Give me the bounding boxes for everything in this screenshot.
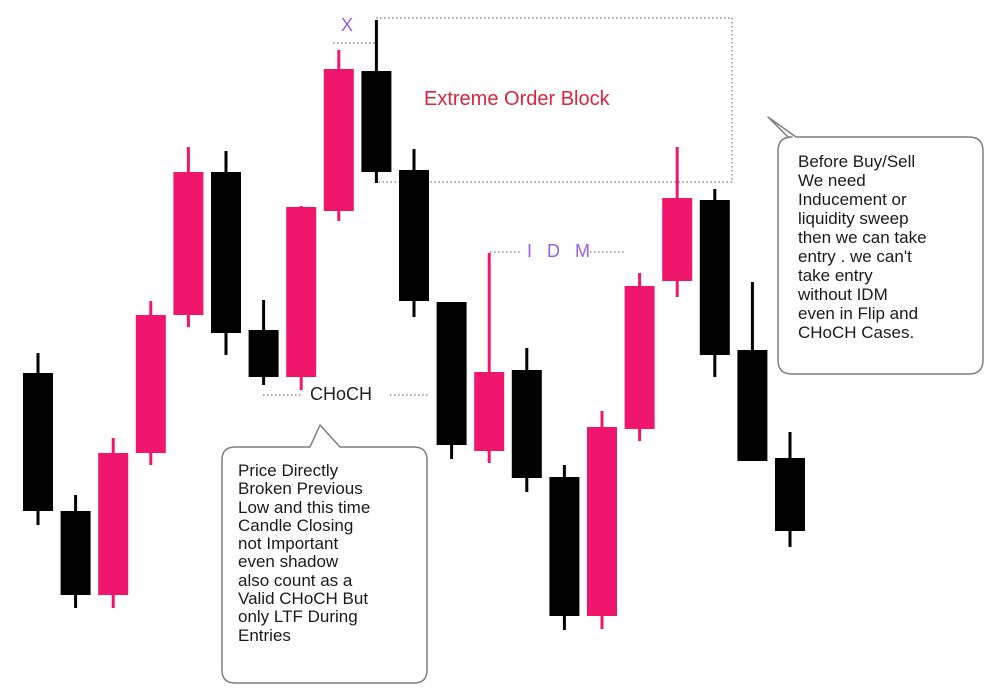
callout-bottom-line: only LTF During	[238, 607, 358, 627]
candle-body-bullish	[323, 69, 354, 211]
callout-right-line: entry . we can't	[798, 247, 912, 266]
callout-bottom-line: Candle Closing	[238, 515, 354, 535]
candle-body-bearish	[211, 172, 241, 333]
candle-body-bullish	[135, 315, 166, 453]
candle-body-bullish	[624, 286, 655, 429]
callout-right-line: without IDM	[798, 285, 888, 304]
candle-body-bearish	[60, 511, 91, 595]
order-block-label: Extreme Order Block	[424, 88, 610, 110]
callout-right-line: take entry	[798, 266, 873, 285]
callout-bottom-line: Broken Previous	[238, 479, 363, 499]
choch-label: CHoCH	[310, 384, 373, 404]
candle-body-bullish	[587, 427, 617, 616]
candle-body-bullish	[474, 372, 505, 451]
candle-body-bearish	[511, 370, 542, 478]
candle-body-bearish	[23, 373, 53, 511]
callout-right-line: We need	[798, 171, 866, 190]
callout-bottom-line: not Important	[238, 534, 339, 554]
callout-right-text: Before Buy/Sell We need Inducement or li…	[798, 152, 978, 342]
callout-bottom-text: Price Directly Broken Previous Low and t…	[238, 461, 414, 645]
callout-right-line: Before Buy/Sell	[798, 152, 916, 171]
annotation-lines	[263, 17, 733, 396]
callout-right-line: then we can take	[798, 228, 927, 247]
candle-body-bullish	[98, 453, 129, 595]
callout-bottom-bubble	[221, 424, 428, 684]
candle-body-bearish	[737, 350, 768, 461]
candle-body-bearish	[549, 477, 580, 616]
callout-right-line: liquidity sweep	[798, 209, 909, 228]
candle-body-bearish	[248, 330, 279, 377]
candle-body-bearish	[436, 302, 467, 445]
callout-right-line: even in Flip and	[798, 304, 919, 323]
candle-body-bearish	[399, 170, 429, 301]
callout-bottom-line: Valid CHoCH But	[238, 589, 369, 609]
candle-body-bullish	[662, 198, 693, 281]
x-marker-label: X	[341, 15, 354, 35]
candle-body-bearish	[361, 71, 392, 172]
candle-body-bullish	[286, 207, 317, 377]
callout-bottom-line: Entries	[238, 625, 291, 645]
callout-bottom-line: even shadow	[238, 552, 339, 572]
candle-body-bearish	[699, 200, 730, 355]
callout-bottom-line: Low and this time	[238, 497, 371, 517]
callout-right-line: Inducement or	[798, 190, 907, 209]
candle-body-bearish	[775, 458, 805, 531]
candles	[23, 20, 805, 630]
callout-right-bubble	[767, 116, 984, 375]
idm-label: I D M	[527, 241, 595, 261]
callout-bottom-line: also count as a	[238, 570, 353, 590]
callout-right-line: CHoCH Cases.	[798, 323, 915, 342]
candle-body-bullish	[173, 172, 204, 315]
callout-bottom-line: Price Directly	[238, 461, 339, 480]
